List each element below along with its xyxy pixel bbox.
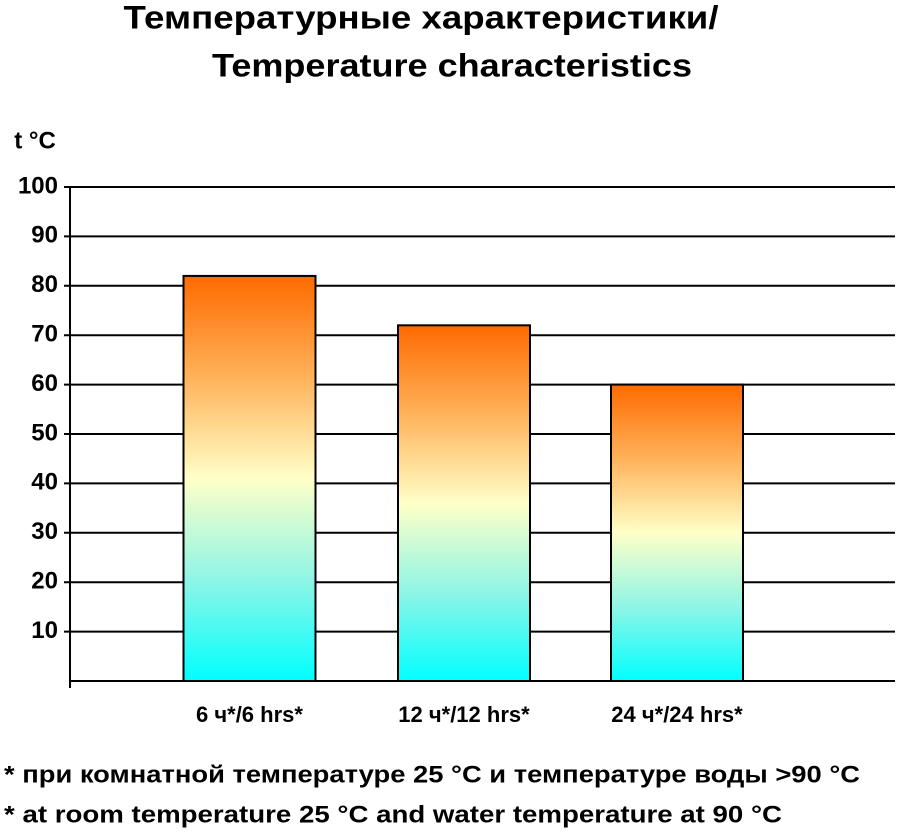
bar — [610, 383, 744, 682]
y-tick-label: 90 — [31, 222, 58, 249]
y-tick-label: 100 — [18, 172, 58, 199]
x-tick-label: 12 ч*/12 hrs* — [398, 702, 530, 727]
bar — [397, 324, 531, 682]
y-tick-label: 50 — [31, 419, 58, 446]
y-axis-label: t °C — [14, 127, 56, 154]
x-tick-label: 6 ч*/6 hrs* — [196, 702, 303, 727]
y-tick-label: 80 — [31, 271, 58, 298]
chart-title: Температурные характеристики/ — [124, 0, 719, 35]
x-tick-label: 24 ч*/24 hrs* — [611, 702, 743, 727]
y-tick-label: 20 — [31, 568, 58, 595]
y-tick-label: 70 — [31, 321, 58, 348]
chart-title: Temperature characteristics — [212, 47, 692, 83]
bar — [182, 274, 317, 682]
y-tick-label: 60 — [31, 370, 58, 397]
footnote: * при комнатной температуре 25 °C и темп… — [4, 761, 860, 788]
y-tick-label: 40 — [31, 469, 58, 496]
y-tick-label: 10 — [31, 617, 58, 644]
y-tick-label: 30 — [31, 518, 58, 545]
footnote: * at room temperature 25 °C and water te… — [4, 801, 782, 828]
